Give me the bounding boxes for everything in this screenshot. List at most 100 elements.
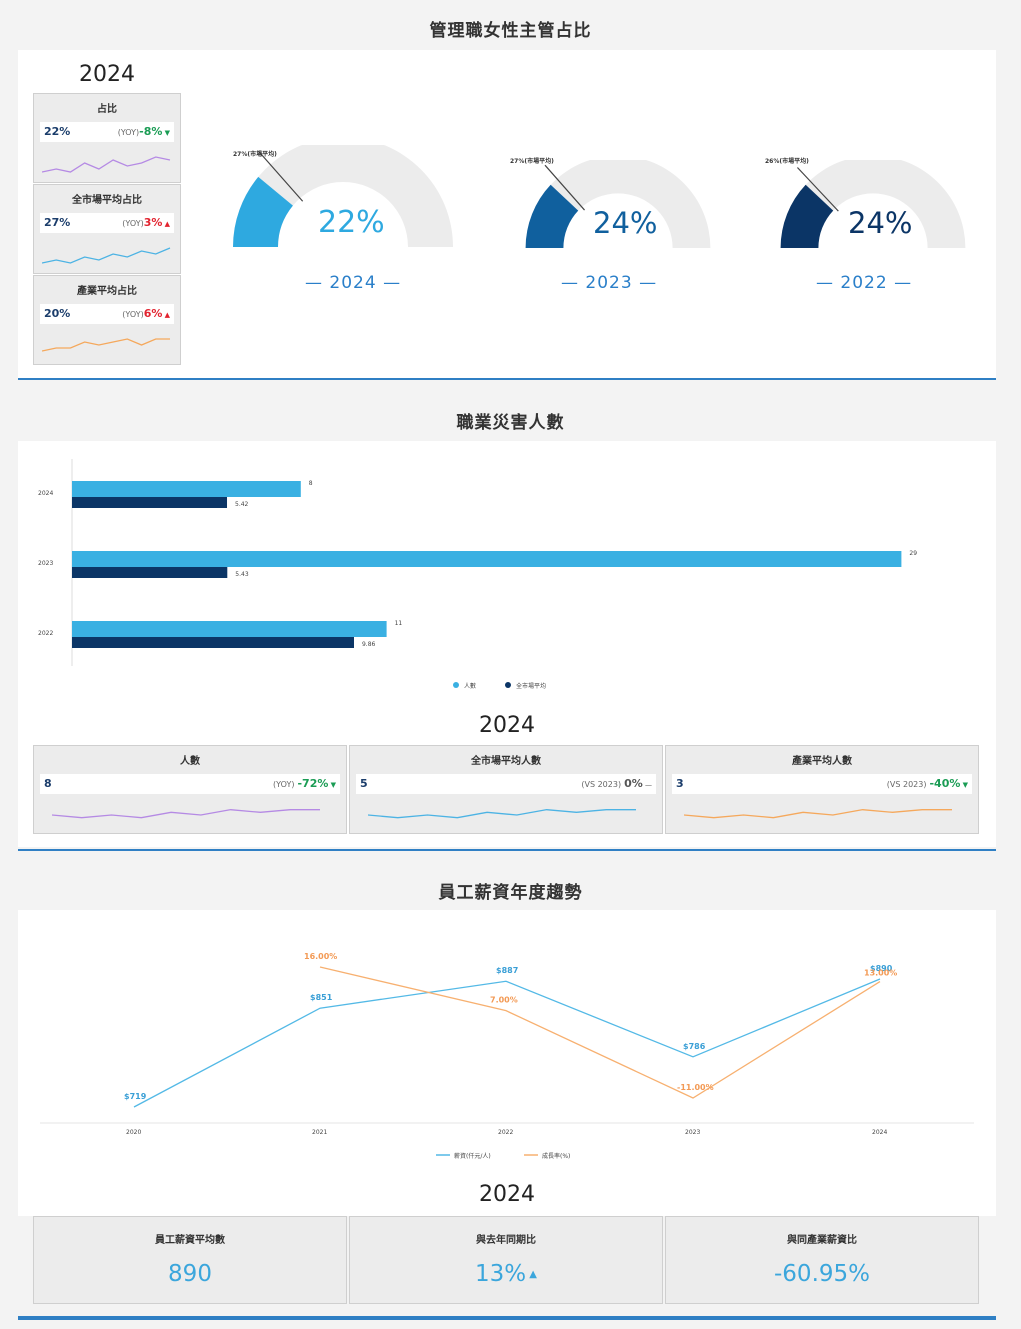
- kpi-row: 3 (VS 2023) -40% ▼: [672, 774, 972, 794]
- yoy-value: 3%: [143, 216, 163, 229]
- kpi-year: 2024: [479, 1182, 535, 1207]
- section-title-occupational-injuries: 職業災害人數: [456, 413, 565, 433]
- kpi-value-wrap: 890: [34, 1261, 346, 1287]
- trend-arrow-icon: ▼: [960, 781, 968, 789]
- trend-arrow-icon: —: [642, 781, 652, 789]
- gauge-track: [780, 160, 966, 248]
- gauge-svg: [780, 160, 966, 248]
- kpi-card: 全市場平均人數 5 (VS 2023) 0% —: [349, 745, 663, 834]
- yoy-value: 6%: [143, 307, 163, 320]
- growth-data-label: 7.00%: [490, 996, 518, 1005]
- kpi-value-wrap: -60.95%: [666, 1261, 978, 1287]
- kpi-value: -60.95%: [774, 1261, 870, 1287]
- up-arrow-icon: ▲: [526, 1269, 537, 1280]
- kpi-title: 員工薪資平均數: [155, 1235, 225, 1246]
- kpi-value: 20%: [44, 307, 71, 320]
- gauge-fill: [233, 176, 293, 247]
- sparkline: [42, 156, 171, 173]
- kpi-card: 占比 22% (YOY)-8% ▼: [33, 93, 181, 183]
- gauge-fill: [525, 184, 579, 248]
- yoy-tag: (YOY): [273, 780, 295, 789]
- bar: [72, 567, 228, 578]
- kpi-card: 與同產業薪資比 -60.95%: [665, 1216, 979, 1304]
- gauge-value: 24%: [848, 206, 913, 240]
- sparkline: [52, 809, 320, 819]
- bar-data-label: 5.42: [235, 501, 249, 508]
- yoy-tag: (YOY): [122, 310, 144, 319]
- gauge-svg: [525, 160, 711, 248]
- kpi-title: 全市場平均占比: [72, 195, 142, 206]
- section-title-female-managers: 管理職女性主管占比: [429, 21, 592, 41]
- kpi-row: 27% (YOY)3% ▲: [40, 213, 174, 233]
- trend-arrow-icon: ▼: [162, 129, 170, 137]
- gauge: 26%(市場平均) 24% — 2022 —: [763, 158, 993, 310]
- x-tick-label: 2022: [498, 1129, 513, 1136]
- bar: [72, 481, 301, 497]
- trend-arrow-icon: ▼: [328, 781, 336, 789]
- yoy-tag: (VS 2023): [581, 780, 622, 789]
- bar-category-label: 2022: [38, 630, 53, 637]
- legend-label: 成長率(%): [542, 1152, 570, 1160]
- dash-icon: —: [632, 273, 658, 293]
- kpi-card: 與去年同期比 13% ▲: [349, 1216, 663, 1304]
- gauge: 27%(市場平均) 22% — 2024 —: [233, 145, 463, 295]
- gauge-year: 2023: [585, 273, 633, 293]
- kpi-yoy: (YOY)-8% ▼: [118, 125, 170, 138]
- kpi-row: 8 (YOY) -72% ▼: [40, 774, 340, 794]
- yoy-tag: (YOY): [122, 219, 144, 228]
- kpi-value: 8: [44, 777, 52, 790]
- legend-marker: [453, 682, 459, 688]
- kpi-title: 與同產業薪資比: [787, 1235, 857, 1246]
- market-average-marker: [257, 150, 304, 202]
- yoy-tag: (YOY): [117, 128, 140, 137]
- dash-icon: —: [816, 273, 841, 293]
- yoy-value: 0%: [624, 777, 643, 790]
- growth-data-label: -11.00%: [677, 1083, 714, 1092]
- kpi-title: 產業平均人數: [792, 756, 852, 767]
- kpi-value: 27%: [44, 216, 71, 229]
- gauge: 27%(市場平均) 24% — 2023 —: [508, 158, 738, 310]
- market-average-marker: [796, 167, 839, 212]
- section-divider: [18, 1316, 996, 1320]
- kpi-sparkline: [42, 156, 171, 173]
- kpi-sparkline: [42, 338, 170, 352]
- kpi-card: 產業平均人數 3 (VS 2023) -40% ▼: [665, 745, 979, 834]
- kpi-sparkline: [42, 247, 171, 264]
- kpi-yoy: (VS 2023) 0% —: [581, 777, 652, 790]
- legend-marker: [505, 682, 511, 688]
- gauge-value: 22%: [318, 205, 385, 240]
- trend-arrow-icon: ▲: [162, 311, 170, 319]
- gauge-fill: [780, 184, 834, 248]
- kpi-yoy: (YOY)6% ▲: [122, 307, 170, 320]
- yoy-tag: (VS 2023): [886, 780, 927, 789]
- x-tick-label: 2023: [685, 1129, 700, 1136]
- gauge-year: 2022: [840, 273, 888, 293]
- kpi-title: 人數: [180, 756, 200, 767]
- kpi-title: 全市場平均人數: [471, 756, 541, 767]
- kpi-yoy: (YOY) -72% ▼: [273, 777, 336, 790]
- growth-data-label: 16.00%: [304, 952, 337, 961]
- yoy-value: -40%: [929, 777, 961, 790]
- yoy-value: -72%: [297, 777, 329, 790]
- kpi-yoy: (YOY)3% ▲: [122, 216, 170, 229]
- gauge-track: [233, 145, 453, 247]
- salary-data-label: $851: [310, 993, 333, 1002]
- gauge-track: [525, 160, 711, 248]
- bar: [72, 551, 902, 567]
- bar-category-label: 2023: [38, 560, 53, 567]
- bar: [72, 621, 387, 637]
- salary-data-label: $719: [124, 1092, 147, 1101]
- bar-data-label: 29: [909, 550, 917, 557]
- line-chart: 2020 2021 2022 2023 2024 $719 $851 $887 $786 $890…: [40, 952, 974, 1160]
- gauge-value: 24%: [593, 206, 658, 240]
- dash-icon: —: [887, 273, 913, 293]
- section-divider: [18, 849, 996, 851]
- salary-line: [133, 978, 881, 1108]
- kpi-value-wrap: 13% ▲: [350, 1261, 662, 1287]
- bar-chart: 2024 8 5.42 2023 29 5.43 2022 11 9.86 人數 全市場平均: [38, 459, 917, 690]
- bar-data-label: 5.43: [235, 571, 249, 578]
- salary-trend-panel: 2020 2021 2022 2023 2024 $719 $851 $887 $786 $890…: [18, 910, 996, 1216]
- dash-icon: —: [376, 273, 402, 293]
- kpi-card: 產業平均占比 20% (YOY)6% ▲: [33, 275, 181, 365]
- growth-line: [319, 966, 881, 1099]
